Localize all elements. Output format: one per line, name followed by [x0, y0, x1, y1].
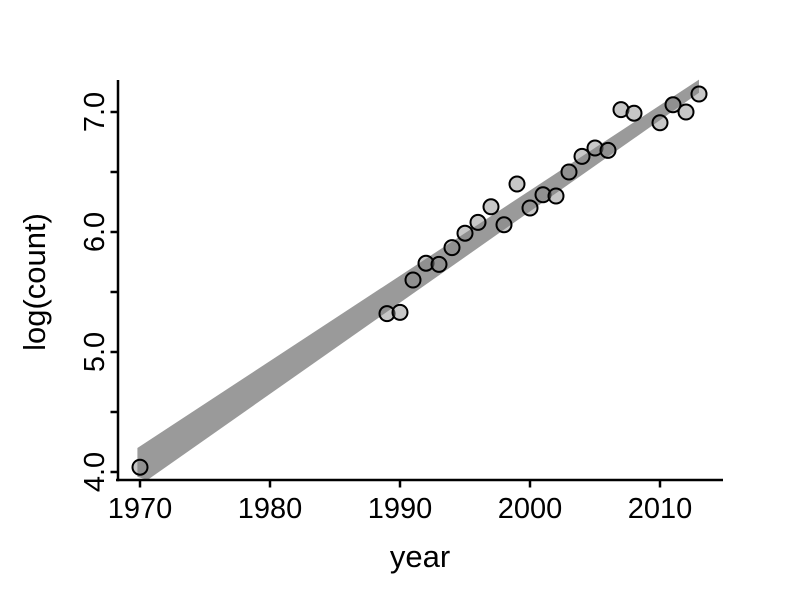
data-point [586, 139, 604, 157]
data-point [430, 255, 448, 273]
data-point [469, 213, 487, 231]
data-point [599, 141, 617, 159]
data-point [482, 198, 500, 216]
data-point [404, 271, 422, 289]
data-point [547, 187, 565, 205]
confidence-band [137, 79, 699, 480]
y-axis-ticks: 4.0 5.0 6.0 7.0 [79, 92, 118, 492]
data-point [625, 104, 643, 122]
y-tick-label: 6.0 [79, 212, 111, 252]
data-point [664, 96, 682, 114]
data-point [560, 163, 578, 181]
data-point [677, 103, 695, 121]
data-point [456, 224, 474, 242]
x-tick-label: 2000 [498, 493, 563, 525]
data-point [443, 239, 461, 257]
data-point [508, 175, 526, 193]
data-point [690, 85, 708, 103]
data-point [651, 114, 669, 132]
data-point [521, 199, 539, 217]
y-tick-label: 7.0 [79, 92, 111, 132]
y-axis-title: log(count) [17, 213, 52, 351]
data-point [131, 458, 149, 476]
x-axis-ticks: 1970 1980 1990 2000 2010 [108, 480, 693, 525]
x-tick-label: 1990 [368, 493, 433, 525]
data-point [378, 305, 396, 323]
confidence-band-group [137, 79, 699, 480]
data-point [573, 147, 591, 165]
points-group [131, 85, 708, 476]
x-axis-title: year [390, 539, 450, 574]
x-tick-label: 2010 [628, 493, 693, 525]
axes-group: 1970 1980 1990 2000 2010 4.0 5.0 6.0 7.0 [79, 80, 723, 525]
y-tick-label: 5.0 [79, 332, 111, 372]
data-point [417, 254, 435, 272]
data-point [495, 216, 513, 234]
x-tick-label: 1970 [108, 493, 173, 525]
x-tick-label: 1980 [238, 493, 303, 525]
y-tick-label: 4.0 [79, 452, 111, 492]
data-point [391, 303, 409, 321]
data-point [534, 186, 552, 204]
